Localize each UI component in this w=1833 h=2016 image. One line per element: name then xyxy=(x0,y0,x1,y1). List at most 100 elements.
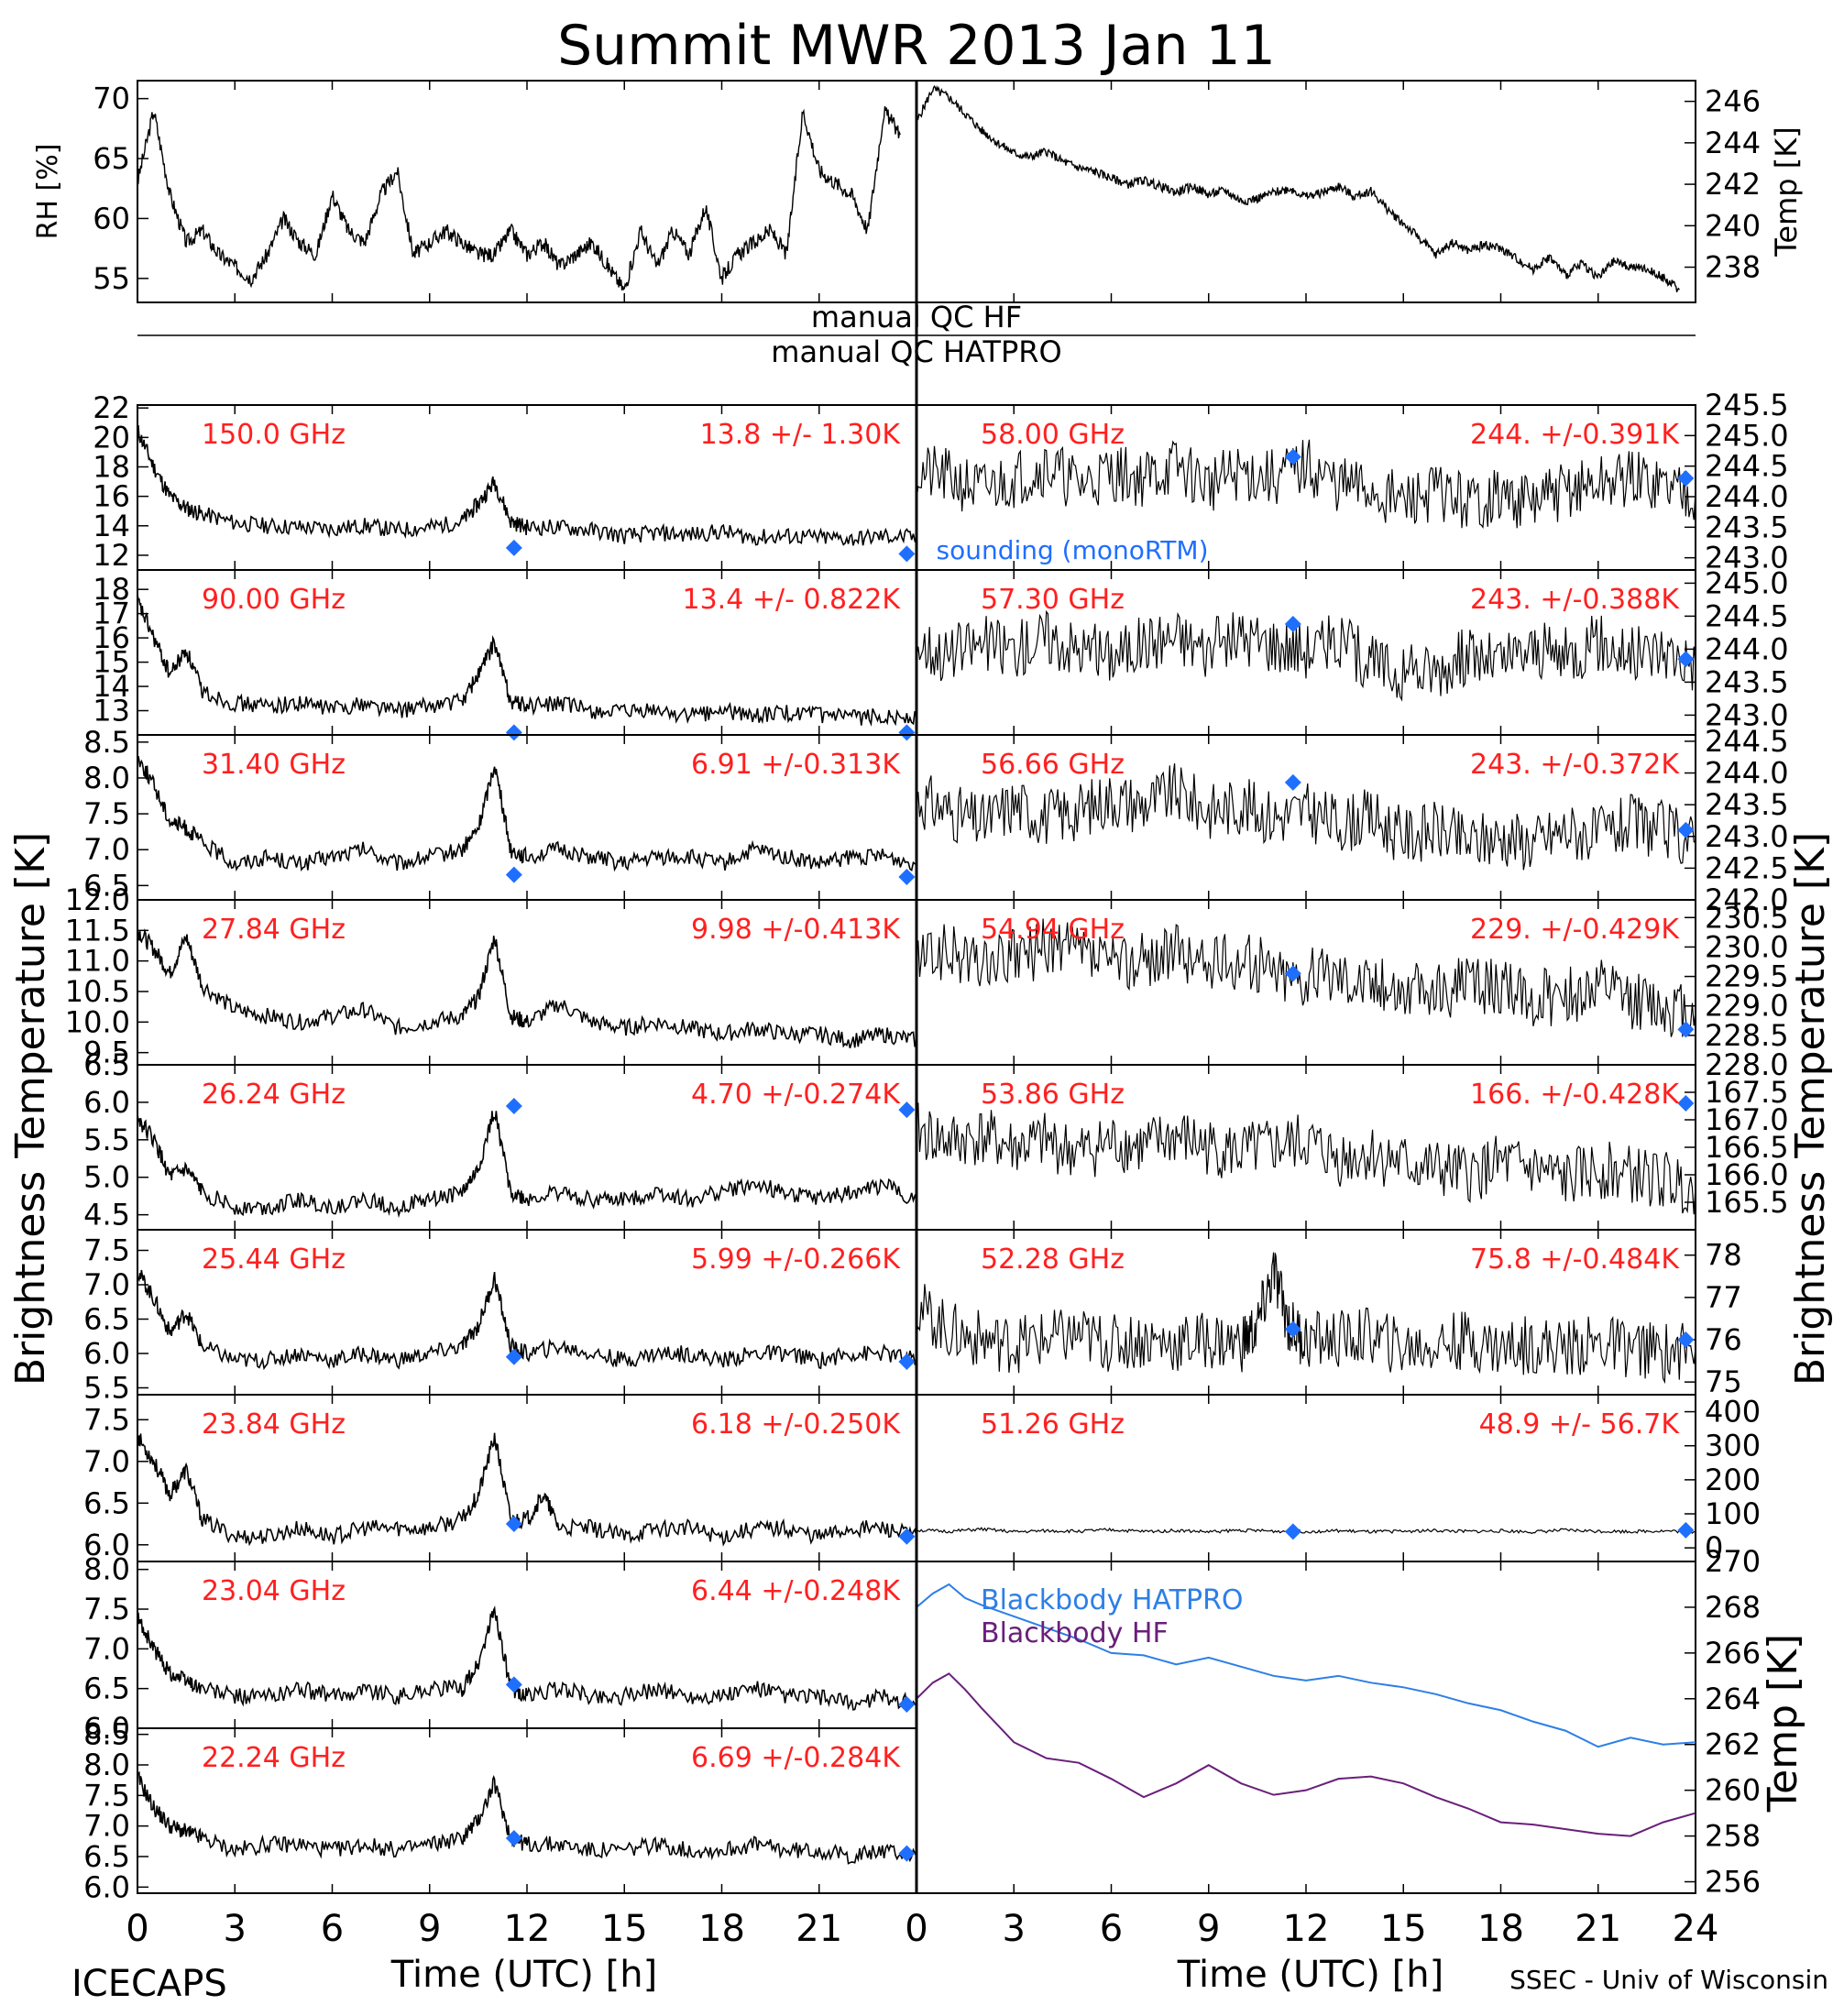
ch51_26-ytick-label: 200 xyxy=(1705,1463,1761,1497)
ch150-marker-0 xyxy=(505,539,522,556)
ch57_3-trace xyxy=(916,609,1696,702)
ch56_66-marker-1 xyxy=(1677,821,1695,838)
ch56_66-ytick-label: 242.5 xyxy=(1705,850,1789,885)
ch56_66-marker-0 xyxy=(1284,773,1301,791)
ch90-marker-1 xyxy=(898,724,916,741)
ch58-ytick-label: 245.0 xyxy=(1705,418,1789,453)
ch52_28-trace xyxy=(916,1252,1696,1385)
ch26_24-marker-1 xyxy=(898,1101,916,1119)
ch23_84-ytick-label: 6.0 xyxy=(83,1528,130,1562)
ch150-channel-label: 150.0 GHz xyxy=(202,419,346,451)
ch52_28-ytick-label: 75 xyxy=(1705,1364,1742,1399)
ch58-ytick-label: 243.5 xyxy=(1705,509,1789,544)
ch25_44-ytick-label: 6.0 xyxy=(83,1336,130,1371)
ch23_84-ytick-label: 6.5 xyxy=(83,1485,130,1520)
ch58-marker-1 xyxy=(1677,470,1695,487)
blackbody-ytick-label: 270 xyxy=(1705,1544,1761,1579)
ch150-stats-label: 13.8 +/- 1.30K xyxy=(700,419,902,451)
legend-blackbody-hf: Blackbody HF xyxy=(981,1617,1169,1649)
ch22_24-stats-label: 6.69 +/-0.284K xyxy=(691,1742,901,1774)
ch53_86-ytick-label: 165.5 xyxy=(1705,1185,1789,1220)
ch23_84-ytick-label: 7.0 xyxy=(83,1444,130,1479)
ch54_94-stats-label: 229. +/-0.429K xyxy=(1470,914,1680,946)
blackbody-series-0 xyxy=(916,1583,1696,1748)
ch57_3-channel-label: 57.30 GHz xyxy=(981,584,1125,616)
temp-ytick-label: 244 xyxy=(1705,126,1761,160)
ch56_66-ytick-label: 243.0 xyxy=(1705,819,1789,854)
blackbody-ytick-label: 256 xyxy=(1705,1865,1761,1900)
ch31_4-stats-label: 6.91 +/-0.313K xyxy=(691,749,901,781)
ch52_28-channel-label: 52.28 GHz xyxy=(981,1244,1125,1276)
ch58-ytick-label: 245.5 xyxy=(1705,388,1789,422)
ylabel-right: Brightness Temperature [K] xyxy=(1787,832,1833,1386)
x-tick-label-right: 6 xyxy=(1100,1908,1123,1950)
x-tick-label-left: 18 xyxy=(698,1908,745,1950)
x-tick-label-right: 15 xyxy=(1380,1908,1427,1950)
blackbody-ytick-label: 264 xyxy=(1705,1682,1761,1716)
ch22_24-ytick-label: 8.5 xyxy=(83,1717,130,1752)
x-axis-left: 0 3 6 9 12 15 18 21 xyxy=(126,1908,842,1950)
ch150-ytick-label: 12 xyxy=(93,538,130,573)
ch23_84-marker-0 xyxy=(505,1516,522,1533)
ch51_26-stats-label: 48.9 +/- 56.7K xyxy=(1479,1408,1681,1441)
ch31_4-channel-label: 31.40 GHz xyxy=(202,749,346,781)
ch54_94-ytick-label: 230.0 xyxy=(1705,929,1789,964)
ch22_24-trace xyxy=(137,1770,916,1865)
blackbody-series-1 xyxy=(916,1672,1696,1837)
xlabel-right: Time (UTC) [h] xyxy=(1177,1954,1443,1996)
x-tick-label-left: 6 xyxy=(321,1908,344,1950)
ch150-ytick-label: 18 xyxy=(93,450,130,485)
temp-ytick-label: 246 xyxy=(1705,84,1761,119)
ch150-legend-label: sounding (monoRTM) xyxy=(937,535,1209,565)
panel-rh: 55 60 65 70 RH [%] xyxy=(32,80,917,303)
ch23_04-channel-label: 23.04 GHz xyxy=(202,1575,346,1607)
ch57_3-ytick-label: 243.0 xyxy=(1705,697,1789,732)
ch26_24-marker-0 xyxy=(505,1098,522,1114)
ch25_44-stats-label: 5.99 +/-0.266K xyxy=(691,1244,901,1276)
ch56_66-ytick-label: 242.0 xyxy=(1705,882,1789,917)
blackbody-ytick-label: 268 xyxy=(1705,1590,1761,1625)
ch31_4-ytick-label: 7.0 xyxy=(83,832,130,867)
temp-ylabel: Temp [K] xyxy=(1769,126,1804,257)
ch54_94-marker-0 xyxy=(1284,965,1301,982)
ch90-ytick-label: 13 xyxy=(93,694,130,729)
rh-ylabel: RH [%] xyxy=(32,144,64,240)
ch51_26-ytick-label: 400 xyxy=(1705,1395,1761,1430)
ch90-ytick-label: 16 xyxy=(93,620,130,655)
ch26_24-stats-label: 4.70 +/-0.274K xyxy=(691,1079,901,1111)
x-tick-label-left: 21 xyxy=(796,1908,842,1950)
x-tick-label-right: 9 xyxy=(1197,1908,1220,1950)
x-tick-label-left: 12 xyxy=(504,1908,551,1950)
ch54_94-marker-1 xyxy=(1677,1021,1695,1038)
ch23_84-trace xyxy=(137,1432,916,1547)
ch56_66-stats-label: 243. +/-0.372K xyxy=(1470,749,1680,781)
ch150-ytick-label: 20 xyxy=(93,420,130,455)
ch51_26-trace xyxy=(916,1527,1696,1535)
ch58-stats-label: 244. +/-0.391K xyxy=(1470,419,1680,451)
ch56_66-trace xyxy=(916,763,1696,871)
ch25_44-marker-0 xyxy=(505,1348,522,1365)
ch90-ytick-label: 18 xyxy=(93,572,130,607)
ch53_86-ytick-label: 167.0 xyxy=(1705,1102,1789,1137)
ch26_24-channel-label: 26.24 GHz xyxy=(202,1079,346,1111)
panel-ch25_44: 5.56.06.57.07.5 25.44 GHz 5.99 +/-0.266K xyxy=(83,1229,917,1406)
ch90-ytick-label: 17 xyxy=(93,597,130,631)
ylabel-left: Brightness Temperature [K] xyxy=(7,832,54,1386)
x-tick-label-left: 15 xyxy=(601,1908,648,1950)
ch90-stats-label: 13.4 +/- 0.822K xyxy=(683,584,902,616)
ch52_28-ytick-label: 77 xyxy=(1705,1280,1742,1315)
ch51_26-ytick-label: 300 xyxy=(1705,1429,1761,1463)
ch26_24-ytick-label: 5.5 xyxy=(83,1123,130,1157)
temp-trace xyxy=(916,84,1680,292)
ch54_94-ytick-label: 228.0 xyxy=(1705,1047,1789,1082)
ch26_24-ytick-label: 4.5 xyxy=(83,1198,130,1233)
ch58-marker-0 xyxy=(1284,448,1301,466)
ch58-trace xyxy=(916,439,1696,529)
ch53_86-ytick-label: 166.5 xyxy=(1705,1130,1789,1165)
ch51_26-ytick-label: 100 xyxy=(1705,1496,1761,1531)
ch52_28-ytick-label: 76 xyxy=(1705,1322,1742,1357)
blackbody-ytick-label: 262 xyxy=(1705,1727,1761,1762)
